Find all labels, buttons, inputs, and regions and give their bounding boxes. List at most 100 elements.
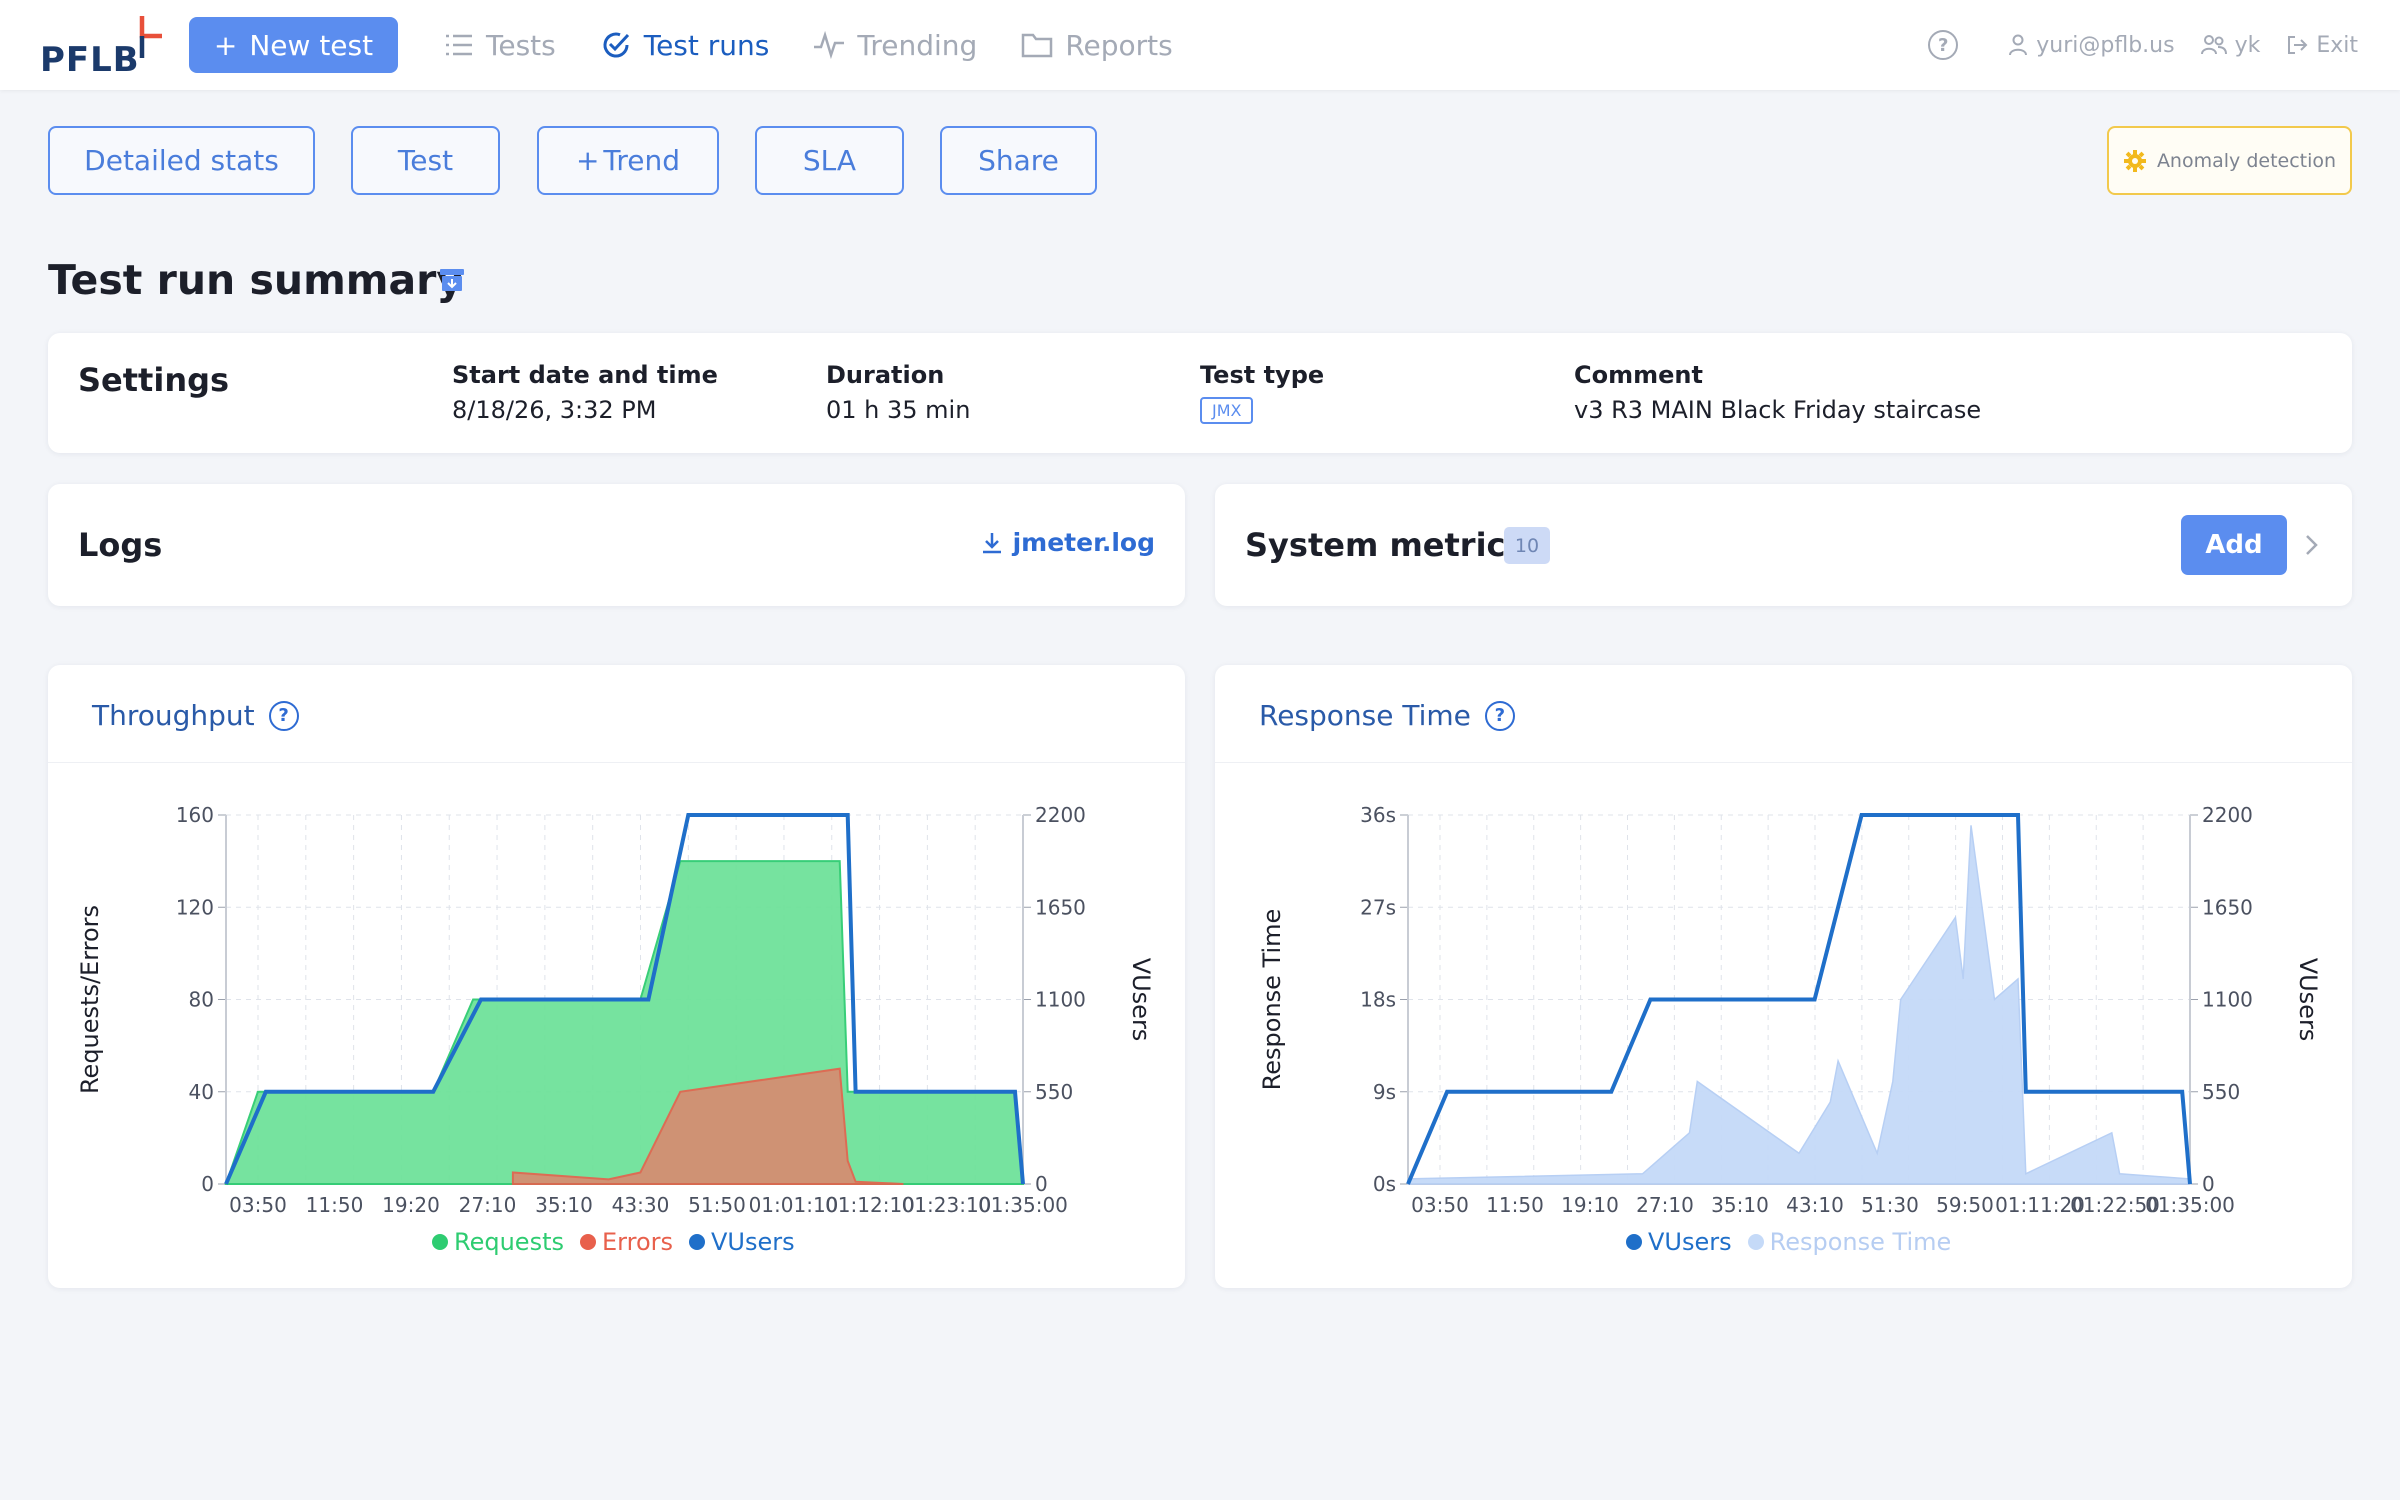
nav-test-runs-label: Test runs <box>643 28 770 62</box>
gear-icon <box>2123 149 2146 172</box>
legend-vusers-rt-label: VUsers <box>1648 1228 1732 1256</box>
response-time-title: Response Time <box>1259 699 1471 732</box>
user-email: yuri@pflb.us <box>2036 32 2175 58</box>
y-tick-label: 120 <box>176 895 214 919</box>
add-system-metrics-button[interactable]: Add <box>2181 515 2287 575</box>
x-tick-label: 51:30 <box>1861 1193 1919 1217</box>
y-tick-label: 80 <box>189 988 214 1012</box>
duration-value: 01 h 35 min <box>826 396 971 424</box>
share-label: Share <box>978 144 1059 177</box>
add-trend-button[interactable]: + Trend <box>537 126 719 195</box>
sla-label: SLA <box>802 144 857 177</box>
sla-button[interactable]: SLA <box>755 126 904 195</box>
logo-cross-icon <box>139 16 162 58</box>
x-tick-label: 11:50 <box>306 1193 364 1217</box>
test-label: Test <box>397 144 454 177</box>
response-time-area <box>1407 825 2191 1185</box>
jmeter-log-download-link[interactable]: jmeter.log <box>981 528 1155 557</box>
x-tick-label: 01:22:50 <box>2070 1193 2160 1217</box>
response-time-chart: 0s 0 9s 550 18s 1100 27s 1650 36s 2200 03:50 11:50 1… <box>1258 803 2322 1217</box>
page-title: Test run summary <box>48 256 464 304</box>
archive-icon[interactable] <box>439 267 465 293</box>
response-time-help-icon[interactable]: ? <box>1484 700 1515 731</box>
logs-card: Logs jmeter.log <box>48 484 1185 606</box>
errors-dot-icon <box>580 1234 596 1250</box>
team-icon <box>2200 35 2227 55</box>
throughput-title-row: Throughput ? <box>92 699 299 732</box>
x-tick-label: 11:50 <box>1486 1193 1544 1217</box>
detailed-stats-label: Detailed stats <box>84 144 279 177</box>
exit-icon <box>2288 36 2308 54</box>
settings-card: Settings Start date and time 8/18/26, 3:… <box>48 333 2352 453</box>
throughput-chart: 0 0 40 550 80 1100 120 1650 160 2200 03:50 11:50 19:… <box>76 803 1155 1217</box>
comment-value: v3 R3 MAIN Black Friday staircase <box>1574 396 1982 424</box>
comment-label: Comment <box>1574 361 1703 389</box>
x-tick-label: 03:50 <box>229 1193 287 1217</box>
share-button[interactable]: Share <box>940 126 1097 195</box>
nav-tests-label: Tests <box>486 28 556 62</box>
y2-tick-label: 0 <box>2202 1172 2215 1196</box>
nav-test-runs[interactable]: Test runs <box>600 28 770 62</box>
x-tick-label: 01:35:00 <box>978 1193 1068 1217</box>
help-icon[interactable]: ? <box>1928 30 1959 60</box>
y2-axis-title: VUsers <box>1127 958 1155 1042</box>
x-tick-label: 43:10 <box>1786 1193 1844 1217</box>
team-switcher[interactable]: yk <box>2200 32 2261 58</box>
legend-requests-label: Requests <box>454 1228 564 1256</box>
x-tick-label: 19:10 <box>1561 1193 1619 1217</box>
test-button[interactable]: Test <box>351 126 500 195</box>
response-time-dot-icon <box>1747 1234 1764 1250</box>
x-tick-label: 01:11:20 <box>1995 1193 2085 1217</box>
x-tick-label: 35:10 <box>535 1193 593 1217</box>
y-tick-label: 40 <box>189 1080 214 1104</box>
vusers-line <box>1406 813 2192 1185</box>
settings-title: Settings <box>78 361 230 399</box>
logs-title: Logs <box>78 526 163 564</box>
folder-icon <box>1022 33 1053 58</box>
x-tick-label: 01:23:10 <box>902 1193 992 1217</box>
y2-tick-label: 1100 <box>2202 988 2253 1012</box>
exit-button[interactable]: Exit <box>2286 33 2358 58</box>
legend-errors[interactable]: Errors <box>580 1228 673 1256</box>
requests-area <box>224 860 1025 1185</box>
new-test-label: New test <box>249 28 374 62</box>
y2-axis-title: VUsers <box>2294 958 2322 1042</box>
x-tick-label: 19:20 <box>382 1193 440 1217</box>
user-icon <box>2009 34 2028 56</box>
y-tick-label: 160 <box>176 803 214 827</box>
requests-dot-icon <box>432 1234 448 1250</box>
y-tick-label: 36s <box>1360 803 1396 827</box>
pflb-logo[interactable]: PFLB <box>40 14 180 80</box>
throughput-chart-card: Throughput ? 0 0 40 550 80 1100 120 1650 160 2200… <box>48 665 1185 1288</box>
nav-reports[interactable]: Reports <box>1021 29 1173 62</box>
throughput-legend: Requests Errors VUsers <box>432 1228 795 1256</box>
new-test-button[interactable]: + New test <box>189 17 398 73</box>
legend-vusers-rt[interactable]: VUsers <box>1626 1228 1732 1256</box>
vusers-dot-icon <box>1626 1234 1642 1250</box>
nav-tests[interactable]: Tests <box>444 29 556 62</box>
trend-label: Trend <box>603 144 681 177</box>
x-tick-label: 01:35:00 <box>2145 1193 2235 1217</box>
x-tick-label: 03:50 <box>1411 1193 1469 1217</box>
nav-trending[interactable]: Trending <box>813 29 977 62</box>
response-time-chart-header: Response Time ? <box>1215 665 2352 763</box>
legend-response-time[interactable]: Response Time <box>1747 1228 1952 1256</box>
pulse-icon <box>814 31 845 59</box>
main-nav: Tests Test runs Trending Reports <box>444 0 1173 90</box>
legend-response-time-label: Response Time <box>1769 1228 1952 1256</box>
throughput-help-icon[interactable]: ? <box>268 700 299 731</box>
logo-text: PFLB <box>40 40 140 80</box>
x-tick-label: 27:10 <box>459 1193 517 1217</box>
user-account[interactable]: yuri@pflb.us <box>2008 32 2175 58</box>
x-tick-label: 35:10 <box>1711 1193 1769 1217</box>
detailed-stats-button[interactable]: Detailed stats <box>48 126 315 195</box>
team-name: yk <box>2234 32 2261 58</box>
y-tick-label: 18s <box>1360 988 1396 1012</box>
y2-tick-label: 550 <box>2202 1080 2240 1104</box>
response-time-title-row: Response Time ? <box>1259 699 1515 732</box>
legend-errors-label: Errors <box>602 1228 674 1256</box>
anomaly-detection-button[interactable]: Anomaly detection <box>2107 126 2352 195</box>
legend-vusers[interactable]: VUsers <box>689 1228 795 1256</box>
legend-requests[interactable]: Requests <box>432 1228 564 1256</box>
chevron-right-icon[interactable] <box>2302 527 2322 563</box>
